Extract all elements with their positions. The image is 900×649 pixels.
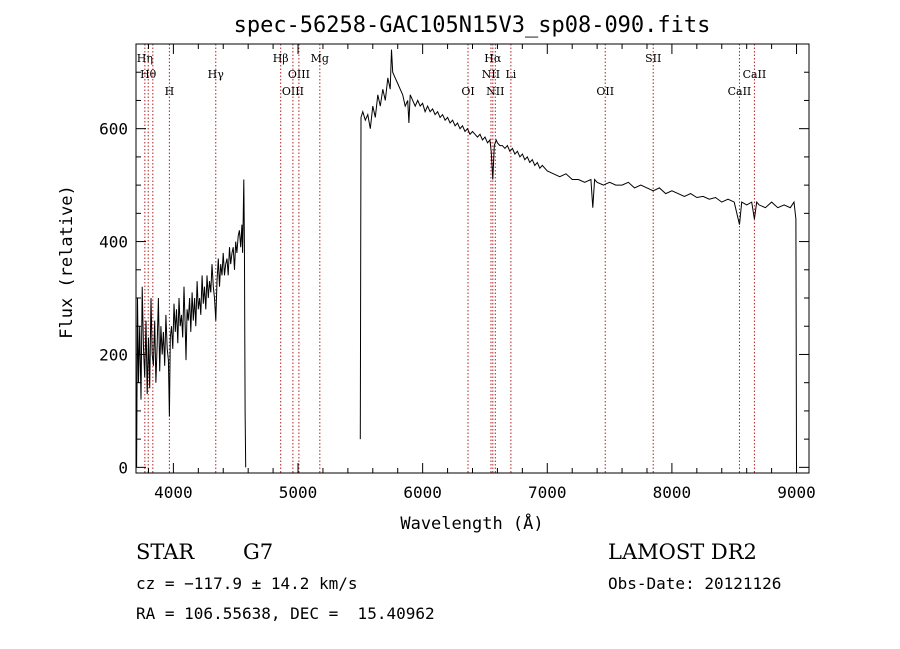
y-tick-label: 600 (99, 120, 128, 139)
x-tick-label: 8000 (653, 483, 692, 502)
line-markers (144, 44, 755, 473)
x-tick-label: 7000 (528, 483, 567, 502)
spectral-line-label: Hη (137, 52, 153, 65)
spectral-line-label: Hγ (208, 68, 225, 81)
plot-frame (135, 43, 810, 474)
spectral-line-label: Hα (484, 52, 502, 65)
spectral-line-label: Li (505, 68, 516, 81)
spectral-line-label: H (165, 85, 175, 98)
spectral-line-label: CaII (743, 68, 767, 81)
survey-name: LAMOST DR2 (608, 540, 757, 564)
y-tick-label: 400 (99, 233, 128, 252)
spectrum-line (359, 49, 797, 468)
subclass: G7 (243, 540, 274, 564)
y-tick-label: 0 (118, 458, 128, 477)
object-type: STAR (136, 540, 195, 564)
redshift-cz: cz = −117.9 ± 14.2 km/s (136, 574, 358, 593)
axis-ticks: 4000 5000 6000 7000 8000 9000 0 200 400 600 (99, 44, 816, 502)
x-tick-label: 9000 (777, 483, 816, 502)
spectral-line-label: Hβ (273, 52, 289, 65)
coordinates: RA = 106.55638, DEC = 15.40962 (136, 604, 435, 623)
chart-title: spec-56258-GAC105N15V3_sp08-090.fits (234, 13, 711, 38)
line-labels: HηHθHHγHβOIIIOIIIMgOINIIHαNIILiOIISIICaI… (137, 52, 766, 98)
x-tick-label: 5000 (279, 483, 318, 502)
spectral-line-label: NII (486, 85, 504, 98)
spectral-line-label: Mg (311, 52, 329, 65)
spectral-line-label: OI (461, 85, 474, 98)
spectrum-line (136, 179, 247, 468)
spectral-line-label: CaII (728, 85, 752, 98)
spectral-line-label: OII (596, 85, 614, 98)
spectrum-series (136, 49, 797, 468)
x-tick-label: 4000 (154, 483, 193, 502)
y-tick-label: 200 (99, 345, 128, 364)
x-tick-label: 6000 (403, 483, 442, 502)
x-axis-label: Wavelength (Å) (400, 512, 543, 534)
obs-date: Obs-Date: 20121126 (608, 574, 782, 593)
spectral-line-label: SII (645, 52, 661, 65)
spectral-line-label: OIII (288, 68, 310, 81)
spectral-line-label: Hθ (140, 68, 157, 81)
spectral-line-label: NII (482, 68, 500, 81)
spectral-line-label: OIII (282, 85, 304, 98)
y-axis-label: Flux (relative) (57, 185, 77, 339)
